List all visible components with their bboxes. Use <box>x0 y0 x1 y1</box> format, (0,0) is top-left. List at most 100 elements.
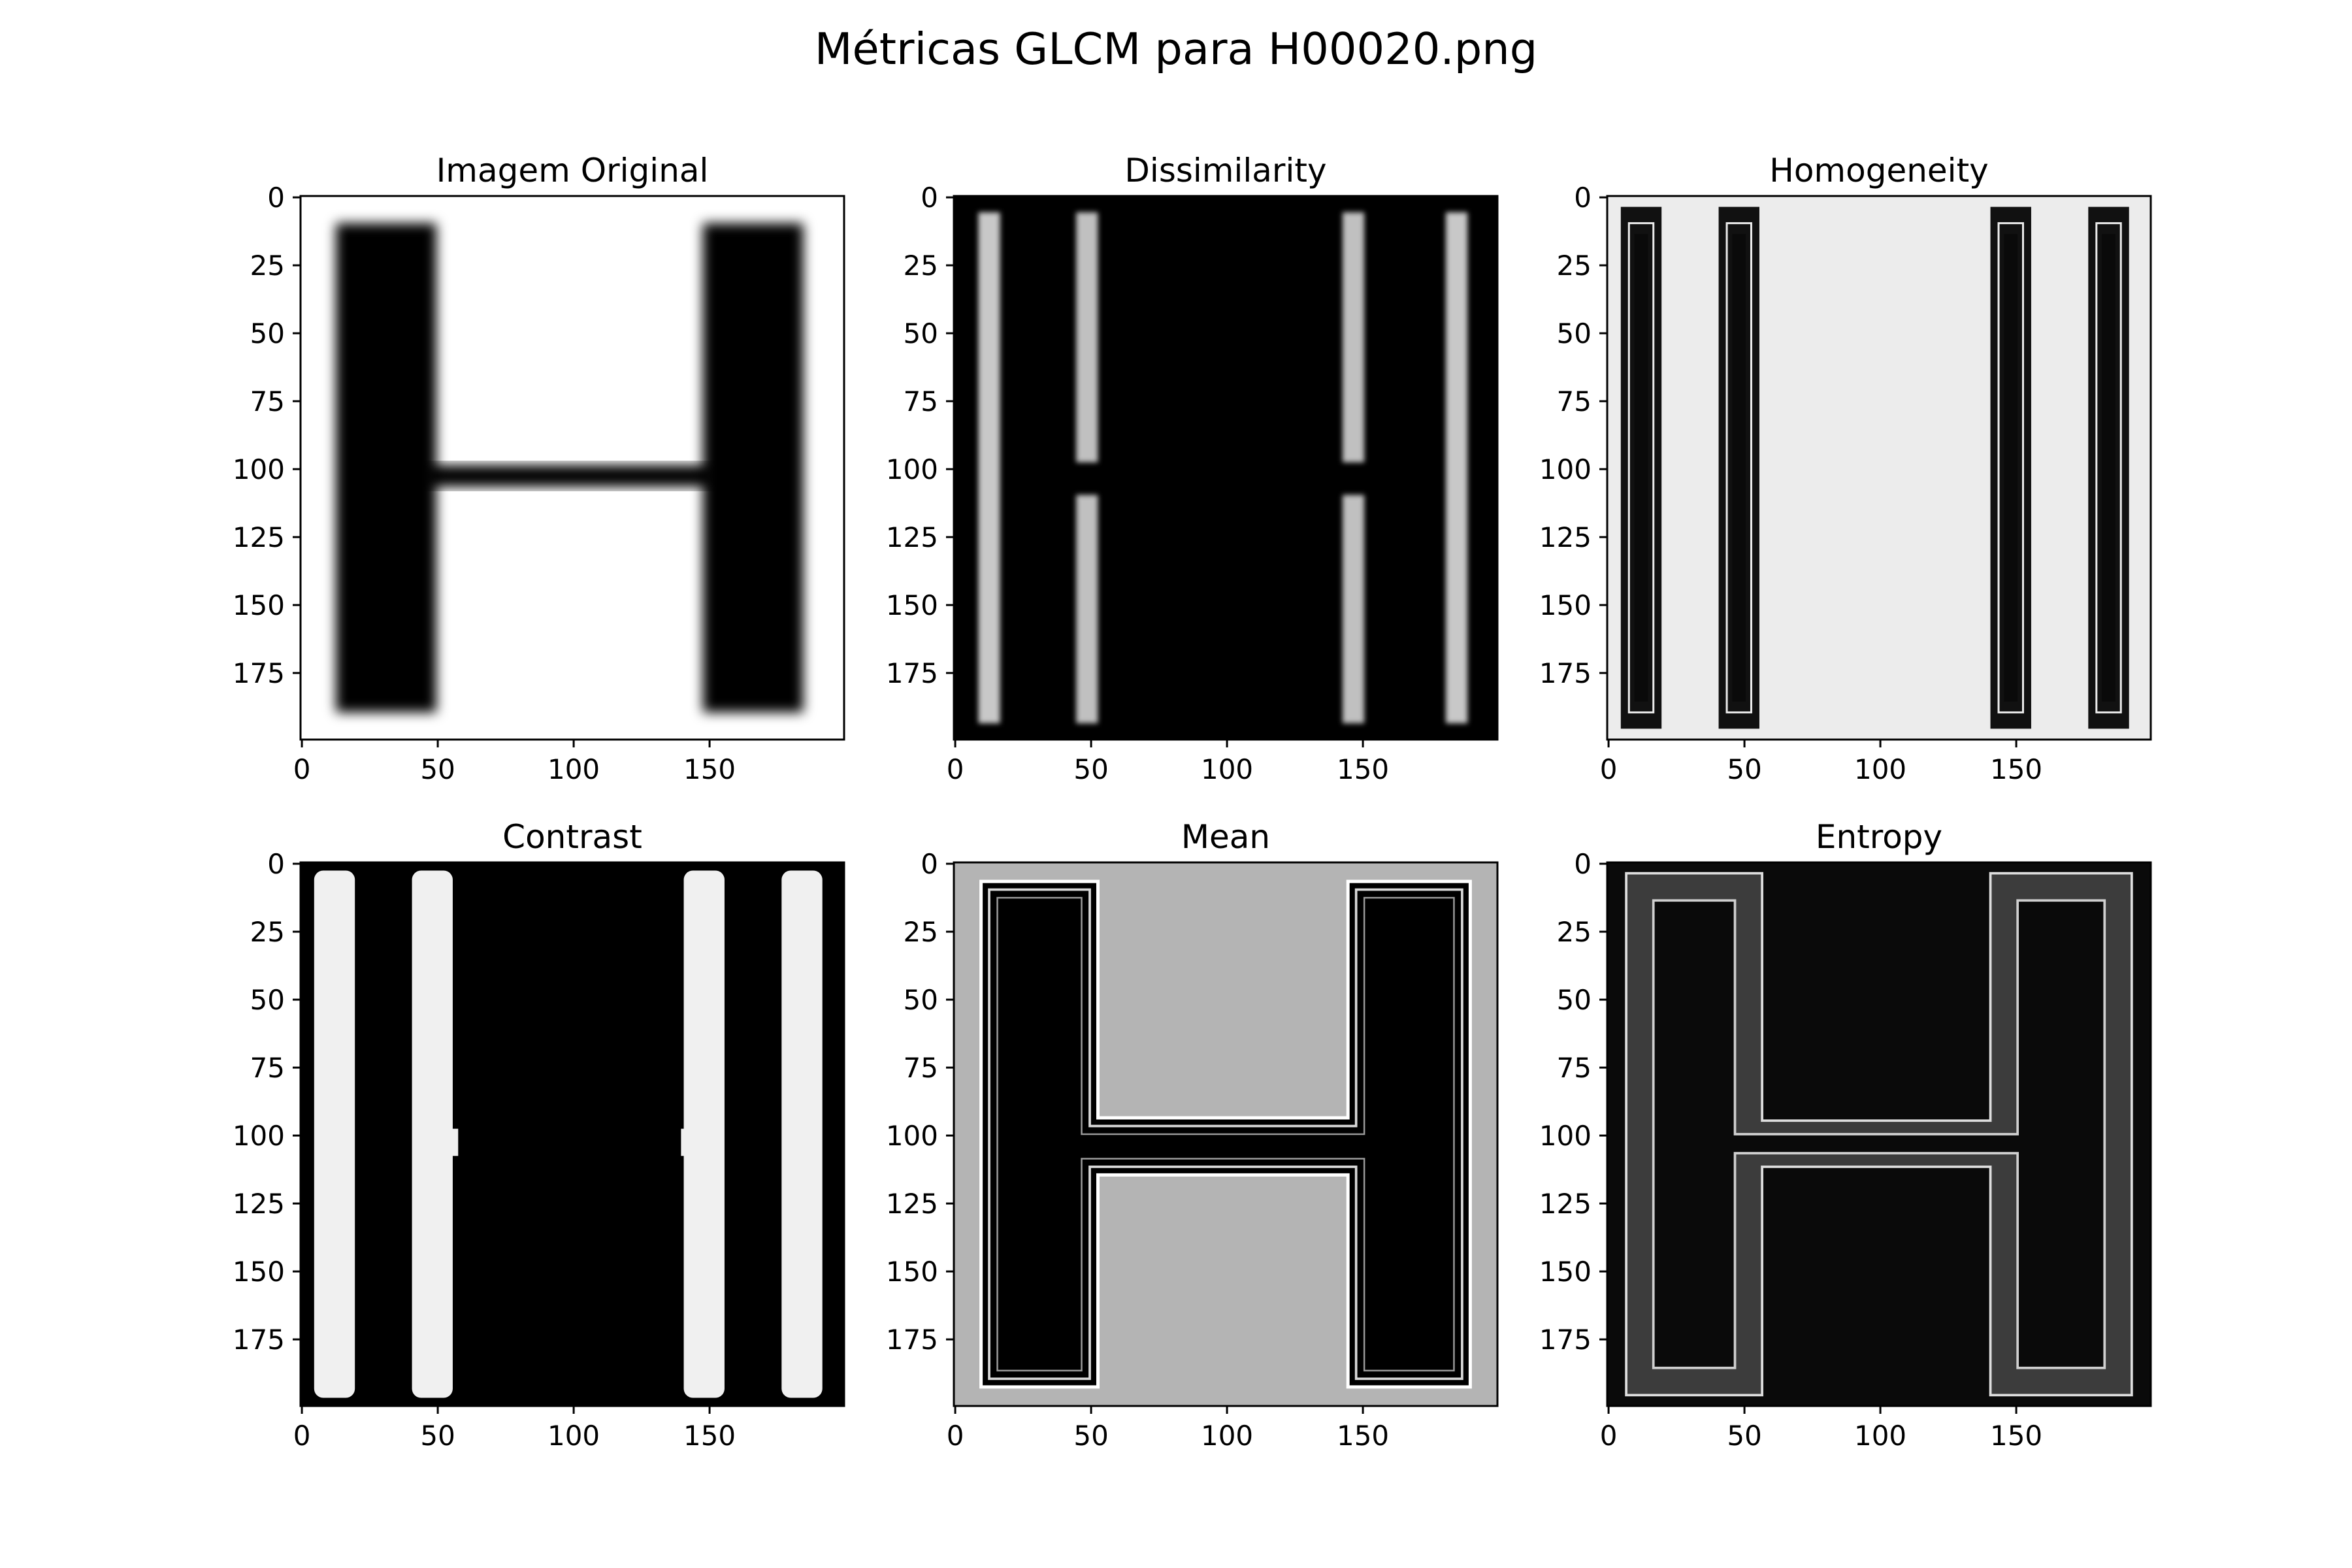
contrast-notch <box>681 1128 698 1156</box>
x-tick-label: 100 <box>1201 753 1253 785</box>
heatmap-background <box>954 196 1497 740</box>
y-tick-label: 175 <box>1539 1324 1592 1356</box>
h-right-stroke <box>702 223 804 713</box>
y-tick-label: 100 <box>1539 453 1592 485</box>
y-tick-label: 50 <box>904 318 938 350</box>
y-tick-label: 25 <box>1557 916 1592 948</box>
panel-dissimilarity: Dissimilarity 0 50 100 150 0 25 50 75 100 125 150 17… <box>849 144 1503 797</box>
heatmap-image <box>301 196 844 740</box>
heatmap-background <box>301 862 844 1406</box>
panel-title: Entropy <box>1816 818 1942 856</box>
mean-h-inner <box>988 888 1463 1380</box>
y-tick-label: 150 <box>233 1256 285 1288</box>
x-tick-label: 50 <box>1073 1420 1108 1452</box>
y-tick-label: 100 <box>886 1120 938 1152</box>
y-tick-label: 0 <box>1574 182 1592 214</box>
y-tick-label: 100 <box>233 1120 285 1152</box>
x-tick-label: 150 <box>683 1420 736 1452</box>
y-tick-label: 175 <box>1539 657 1592 689</box>
heatmap-image <box>954 196 1497 740</box>
y-tick-label: 25 <box>250 916 285 948</box>
homogeneity-edge <box>1627 222 1655 713</box>
axes-frame <box>1606 861 2152 1407</box>
panel-contrast: Contrast 0 50 100 150 0 25 50 75 100 125 150 175 <box>196 810 849 1463</box>
homogeneity-edge <box>1725 222 1752 713</box>
dissimilarity-band <box>1342 495 1365 724</box>
y-tick-label: 50 <box>1557 318 1592 350</box>
panel-mean: Mean 0 50 100 150 0 25 50 75 100 125 150 175 <box>849 810 1503 1463</box>
homogeneity-core <box>1732 234 1746 702</box>
y-tick-label: 175 <box>886 657 938 689</box>
entropy-h-inner <box>1652 899 2106 1369</box>
axes-frame <box>1606 195 2152 741</box>
x-tick-label: 150 <box>683 753 736 785</box>
dissimilarity-band <box>1445 212 1468 724</box>
panel-title: Mean <box>1181 818 1270 856</box>
y-tick-label: 175 <box>233 657 285 689</box>
x-tick-label: 50 <box>1073 753 1108 785</box>
y-tick-label: 175 <box>233 1324 285 1356</box>
mean-h-core <box>996 896 1455 1372</box>
axes-frame <box>953 195 1499 741</box>
dissimilarity-band <box>978 212 1000 724</box>
homogeneity-core <box>2004 234 2018 702</box>
y-tick-label: 25 <box>250 250 285 282</box>
heatmap-svg: Contrast 0 50 100 150 0 25 50 75 100 125 150 175 <box>233 818 845 1452</box>
y-tick-label: 50 <box>1557 984 1592 1016</box>
y-tick-label: 125 <box>886 1188 938 1220</box>
homogeneity-core <box>1634 234 1648 702</box>
y-tick-label: 125 <box>1539 1188 1592 1220</box>
axes-frame <box>299 861 845 1407</box>
y-tick-label: 25 <box>904 916 938 948</box>
x-tick-label: 0 <box>1600 1420 1618 1452</box>
x-tick-label: 50 <box>1727 753 1761 785</box>
y-tick-label: 125 <box>886 521 938 553</box>
x-tick-label: 100 <box>1201 1420 1253 1452</box>
heatmap-svg: Homogeneity 0 50 100 150 0 25 50 75 100 125 150 175 <box>1539 152 2152 785</box>
y-tick-label: 150 <box>886 1256 938 1288</box>
y-tick-label: 0 <box>1574 848 1592 880</box>
y-tick-label: 125 <box>1539 521 1592 553</box>
heatmap-image <box>1607 196 2151 740</box>
contrast-band <box>412 870 453 1398</box>
y-tick-label: 50 <box>250 318 285 350</box>
dissimilarity-band <box>1342 212 1365 463</box>
y-tick-label: 0 <box>921 848 938 880</box>
heatmap-svg: Dissimilarity 0 50 100 150 0 25 50 75 100 125 150 17… <box>886 152 1499 785</box>
x-tick-label: 100 <box>1854 753 1906 785</box>
contrast-band <box>781 870 823 1398</box>
y-tick-label: 100 <box>1539 1120 1592 1152</box>
panel-title: Dissimilarity <box>1124 152 1326 189</box>
panel-entropy: Entropy 0 50 100 150 0 25 50 75 100 125 150 175 <box>1503 810 2156 1463</box>
y-tick-label: 75 <box>1557 1052 1592 1084</box>
heatmap-image <box>1607 862 2151 1406</box>
y-tick-label: 125 <box>233 1188 285 1220</box>
axes-frame <box>299 195 845 741</box>
x-tick-label: 100 <box>547 1420 600 1452</box>
y-tick-label: 150 <box>233 589 285 621</box>
heatmap-image <box>954 862 1497 1406</box>
y-tick-label: 150 <box>1539 1256 1592 1288</box>
figure-title: Métricas GLCM para H00020.png <box>814 24 1538 74</box>
contrast-notch <box>442 1128 459 1156</box>
x-tick-label: 0 <box>947 1420 964 1452</box>
x-tick-label: 100 <box>1854 1420 1906 1452</box>
h-crossbar <box>423 465 717 487</box>
contrast-band <box>314 870 355 1398</box>
panel-original: Imagem Original 0 50 100 150 0 25 50 75 100 125 150… <box>196 144 849 797</box>
y-tick-label: 0 <box>921 182 938 214</box>
y-tick-label: 50 <box>904 984 938 1016</box>
y-tick-label: 25 <box>904 250 938 282</box>
panel-homogeneity: Homogeneity 0 50 100 150 0 25 50 75 100 125 150 175 <box>1503 144 2156 797</box>
x-tick-label: 0 <box>1600 753 1618 785</box>
heatmap-background <box>1607 196 2151 740</box>
x-tick-label: 150 <box>1990 1420 2042 1452</box>
y-tick-label: 75 <box>904 385 938 417</box>
dissimilarity-band <box>1076 495 1098 724</box>
panel-title: Contrast <box>502 818 642 856</box>
y-tick-label: 150 <box>1539 589 1592 621</box>
x-tick-label: 50 <box>420 1420 455 1452</box>
y-tick-label: 150 <box>886 589 938 621</box>
y-tick-label: 75 <box>250 385 285 417</box>
y-tick-label: 125 <box>233 521 285 553</box>
